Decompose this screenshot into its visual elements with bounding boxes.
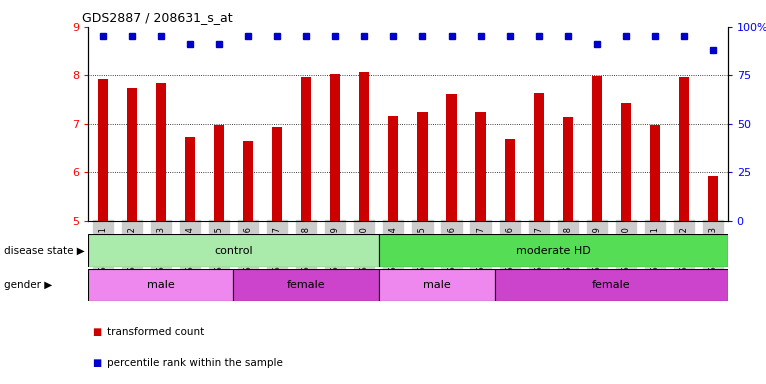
Text: GDS2887 / 208631_s_at: GDS2887 / 208631_s_at bbox=[82, 11, 232, 24]
Bar bbox=[234, 269, 379, 301]
Bar bbox=[476, 112, 486, 221]
Text: ■: ■ bbox=[92, 358, 101, 368]
Bar bbox=[650, 125, 660, 221]
Text: female: female bbox=[592, 280, 630, 290]
Text: male: male bbox=[147, 280, 175, 290]
Bar bbox=[330, 74, 340, 221]
Bar bbox=[379, 269, 495, 301]
Text: moderate HD: moderate HD bbox=[516, 245, 591, 256]
Bar bbox=[379, 234, 728, 267]
Bar bbox=[621, 103, 631, 221]
Bar bbox=[88, 234, 379, 267]
Bar bbox=[88, 269, 234, 301]
Bar bbox=[272, 127, 282, 221]
Text: transformed count: transformed count bbox=[107, 327, 205, 337]
Bar bbox=[388, 116, 398, 221]
Bar bbox=[155, 83, 166, 221]
Text: control: control bbox=[214, 245, 253, 256]
Bar bbox=[126, 88, 137, 221]
Bar bbox=[243, 141, 253, 221]
Bar bbox=[97, 79, 108, 221]
Bar bbox=[214, 125, 224, 221]
Bar bbox=[495, 269, 728, 301]
Bar bbox=[447, 94, 457, 221]
Text: disease state ▶: disease state ▶ bbox=[4, 245, 84, 256]
Bar bbox=[359, 73, 369, 221]
Text: male: male bbox=[423, 280, 451, 290]
Bar bbox=[534, 93, 544, 221]
Bar bbox=[301, 77, 311, 221]
Bar bbox=[417, 112, 427, 221]
Bar bbox=[563, 117, 573, 221]
Bar bbox=[708, 176, 719, 221]
Text: female: female bbox=[286, 280, 326, 290]
Text: percentile rank within the sample: percentile rank within the sample bbox=[107, 358, 283, 368]
Bar bbox=[505, 139, 515, 221]
Text: gender ▶: gender ▶ bbox=[4, 280, 52, 290]
Text: ■: ■ bbox=[92, 327, 101, 337]
Bar bbox=[185, 137, 195, 221]
Bar bbox=[592, 76, 602, 221]
Bar bbox=[679, 77, 689, 221]
